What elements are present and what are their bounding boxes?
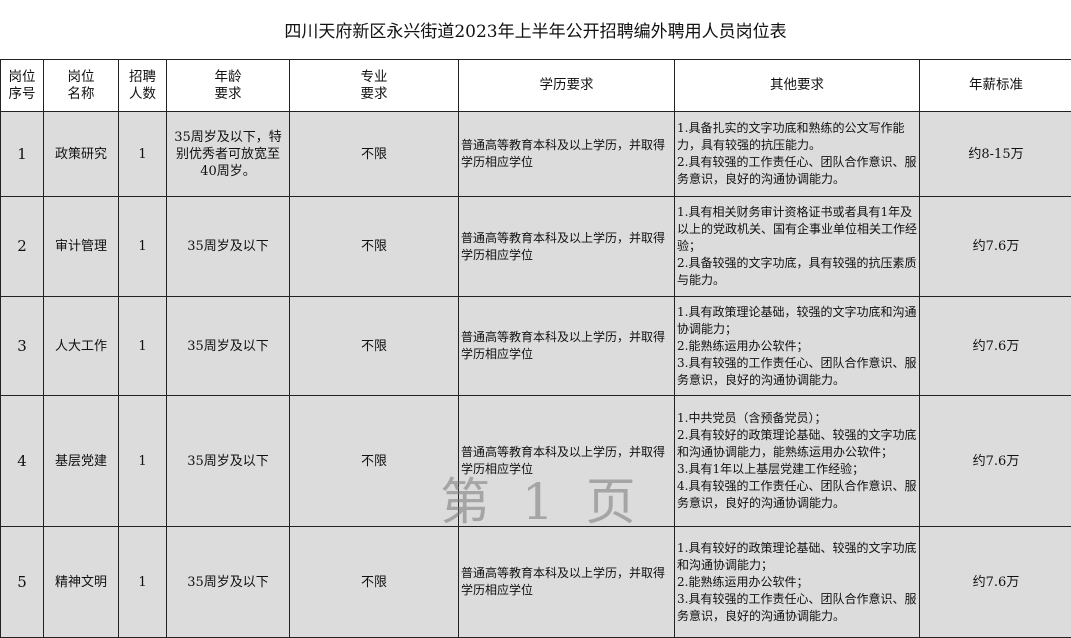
education-requirement: 普通高等教育本科及以上学历，并取得学历相应学位 [459,197,675,297]
requirement-line: 2.能熟练运用办公软件； [677,574,917,591]
row-number: 3 [1,297,44,396]
position-name: 人大工作 [44,297,119,396]
position-name: 基层党建 [44,396,119,527]
education-requirement: 普通高等教育本科及以上学历，并取得学历相应学位 [459,112,675,197]
hire-count: 1 [119,396,167,527]
row-number: 4 [1,396,44,527]
requirement-line: 2.具备较强的文字功底，具有较强的抗压素质与能力。 [677,255,917,289]
requirement-line: 1.具有政策理论基础，较强的文字功底和沟通协调能力； [677,304,917,338]
requirement-line: 1.具备扎实的文字功底和熟练的公文写作能力，具有较强的抗压能力。 [677,120,917,154]
hire-count: 1 [119,527,167,638]
header-row: 岗位 序号 岗位 名称 招聘 人数 年龄 要求 专业 要求 学历要求 其他要求 … [1,60,1071,112]
major-requirement: 不限 [290,197,459,297]
other-requirements: 1.中共党员（含预备党员）；2.具有较好的政策理论基础、较强的文字功底和沟通协调… [675,396,920,527]
row-number: 2 [1,197,44,297]
requirement-line: 1.中共党员（含预备党员）； [677,410,917,427]
age-requirement: 35周岁及以下 [167,197,290,297]
age-requirement: 35周岁及以下 [167,396,290,527]
age-requirement: 35周岁及以下 [167,527,290,638]
requirement-line: 2.能熟练运用办公软件； [677,338,917,355]
age-requirement: 35周岁及以下 [167,297,290,396]
position-name: 精神文明 [44,527,119,638]
position-name: 政策研究 [44,112,119,197]
hire-count: 1 [119,197,167,297]
page-title: 四川天府新区永兴街道2023年上半年公开招聘编外聘用人员岗位表 [0,17,1071,42]
header-cell: 专业 要求 [290,60,459,112]
header-cell: 岗位 名称 [44,60,119,112]
hire-count: 1 [119,297,167,396]
education-requirement: 普通高等教育本科及以上学历，并取得学历相应学位 [459,527,675,638]
other-requirements: 1.具有政策理论基础，较强的文字功底和沟通协调能力；2.能熟练运用办公软件；3.… [675,297,920,396]
major-requirement: 不限 [290,527,459,638]
annual-salary: 约7.6万 [920,396,1071,527]
header-cell: 年龄 要求 [167,60,290,112]
major-requirement: 不限 [290,297,459,396]
row-number: 5 [1,527,44,638]
row-number: 1 [1,112,44,197]
requirement-line: 1.具有相关财务审计资格证书或者具有1年及以上的党政机关、国有企事业单位相关工作… [677,204,917,255]
education-requirement: 普通高等教育本科及以上学历，并取得学历相应学位 [459,396,675,527]
header-cell: 岗位 序号 [1,60,44,112]
hire-count: 1 [119,112,167,197]
requirement-line: 4.具有较强的工作责任心、团队合作意识、服务意识，良好的沟通协调能力。 [677,478,917,512]
requirement-line: 3.具有1年以上基层党建工作经验； [677,461,917,478]
header-cell: 招聘 人数 [119,60,167,112]
annual-salary: 约7.6万 [920,297,1071,396]
education-requirement: 普通高等教育本科及以上学历，并取得学历相应学位 [459,297,675,396]
position-name: 审计管理 [44,197,119,297]
requirement-line: 2.具有较好的政策理论基础、较强的文字功底和沟通协调能力，能熟练运用办公软件； [677,427,917,461]
annual-salary: 约8-15万 [920,112,1071,197]
annual-salary: 约7.6万 [920,197,1071,297]
other-requirements: 1.具有较好的政策理论基础、较强的文字功底和沟通协调能力；2.能熟练运用办公软件… [675,527,920,638]
job-table: 岗位 序号 岗位 名称 招聘 人数 年龄 要求 专业 要求 学历要求 其他要求 … [0,59,1071,638]
age-requirement: 35周岁及以下，特别优秀者可放宽至40周岁。 [167,112,290,197]
major-requirement: 不限 [290,112,459,197]
requirement-line: 1.具有较好的政策理论基础、较强的文字功底和沟通协调能力； [677,540,917,574]
other-requirements: 1.具有相关财务审计资格证书或者具有1年及以上的党政机关、国有企事业单位相关工作… [675,197,920,297]
annual-salary: 约7.6万 [920,527,1071,638]
header-cell: 年薪标准 [920,60,1071,112]
header-cell: 学历要求 [459,60,675,112]
major-requirement: 不限 [290,396,459,527]
header-cell: 其他要求 [675,60,920,112]
other-requirements: 1.具备扎实的文字功底和熟练的公文写作能力，具有较强的抗压能力。2.具有较强的工… [675,112,920,197]
requirement-line: 2.具有较强的工作责任心、团队合作意识、服务意识，良好的沟通协调能力。 [677,154,917,188]
requirement-line: 3.具有较强的工作责任心、团队合作意识、服务意识，良好的沟通协调能力。 [677,355,917,389]
